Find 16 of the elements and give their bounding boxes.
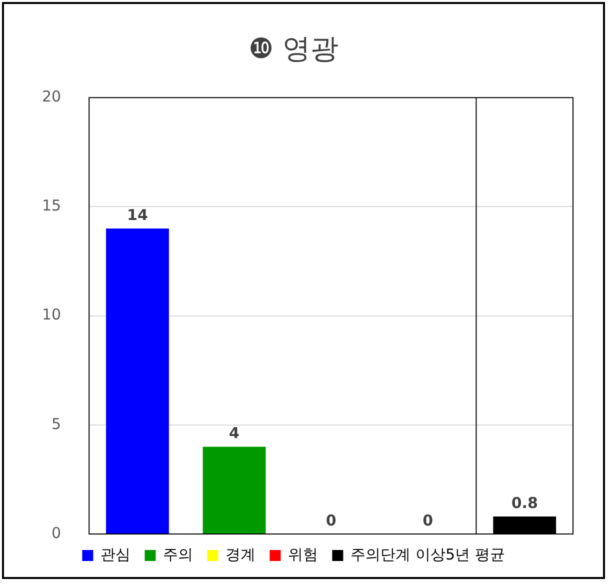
data-label: 14 xyxy=(127,206,148,224)
legend-label: 주의단계 이상5년 평균 xyxy=(350,545,505,564)
data-label: 0 xyxy=(422,511,434,530)
y-tick-label: 20 xyxy=(42,87,62,106)
y-tick-label: 15 xyxy=(42,196,62,215)
data-label: 0 xyxy=(326,511,336,530)
y-tick-label: 10 xyxy=(42,306,62,324)
data-label: 0.8 xyxy=(511,494,538,512)
legend-label: 관심 xyxy=(100,545,131,564)
data-label: 4 xyxy=(229,424,240,442)
y-tick-label: 5 xyxy=(52,414,62,433)
legend-label: 위험 xyxy=(288,545,318,564)
legend-label: 주의 xyxy=(163,545,194,564)
legend-label: 경계 xyxy=(226,545,256,564)
chart-title: ❿ 영광 xyxy=(248,32,339,66)
y-tick-label: 0 xyxy=(52,524,62,542)
